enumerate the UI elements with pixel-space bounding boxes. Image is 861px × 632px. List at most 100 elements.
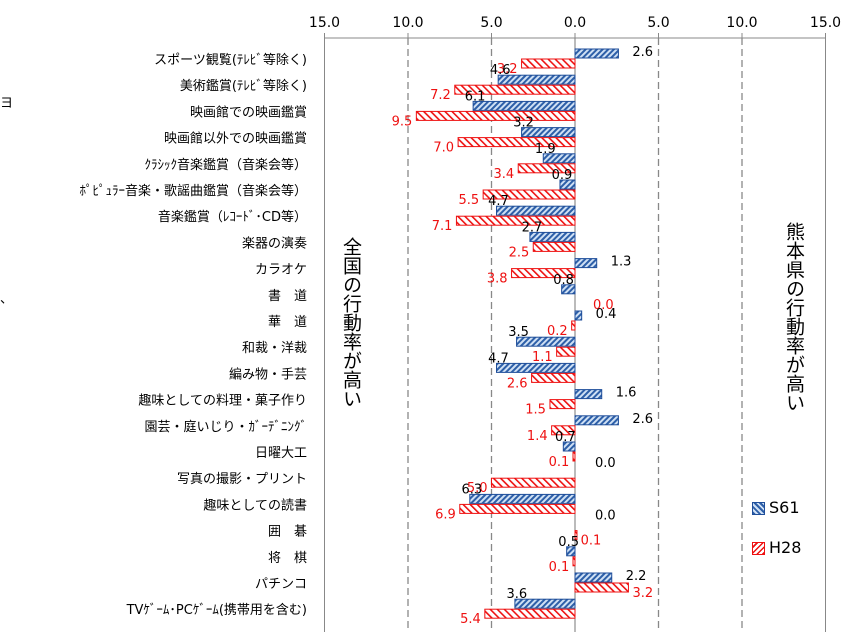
category-label: 美術鑑賞(ﾃﾚﾋﾞ等除く) xyxy=(180,78,307,94)
bar-h28 xyxy=(484,608,576,619)
data-label-s61: 0.0 xyxy=(595,509,616,524)
bar-s61 xyxy=(566,546,576,557)
bar-h28 xyxy=(531,372,576,383)
bar-h28 xyxy=(551,425,576,436)
data-label-s61: 6.1 xyxy=(465,89,486,104)
data-label-h28: 0.2 xyxy=(547,324,568,339)
data-label-s61: 4.6 xyxy=(490,63,511,78)
data-label-h28: 0.1 xyxy=(549,560,570,575)
bar-s61 xyxy=(574,48,619,59)
category-label: 華 道 xyxy=(268,315,307,330)
data-label-s61: 2.6 xyxy=(632,45,653,60)
bar-h28 xyxy=(459,503,576,514)
bar-s61 xyxy=(562,441,576,452)
bar-s61 xyxy=(516,336,576,347)
data-label-s61: 1.9 xyxy=(535,142,556,157)
bar-s61 xyxy=(469,493,576,504)
category-label: 書 道 xyxy=(268,289,307,304)
bar-s61 xyxy=(497,74,576,85)
x-tick-label: 15.0 xyxy=(810,15,841,31)
category-label: 囲 碁 xyxy=(268,525,307,540)
data-label-s61: 3.2 xyxy=(513,116,534,131)
x-tick-label: 15.0 xyxy=(309,15,340,31)
bar-s61 xyxy=(559,179,576,190)
data-label-h28: 5.5 xyxy=(458,193,479,208)
bar-h28 xyxy=(415,110,576,121)
bar-s61 xyxy=(574,258,598,269)
data-label-h28: 1.5 xyxy=(525,403,546,418)
category-label: 映画館での映画鑑賞 xyxy=(190,104,307,120)
data-label-h28: 9.5 xyxy=(392,114,413,129)
bar-h28 xyxy=(517,163,576,174)
edge-mark-top: ヨ xyxy=(0,96,14,111)
data-label-s61: 3.5 xyxy=(508,325,529,340)
data-label-h28: 3.8 xyxy=(487,272,508,287)
data-label-h28: 7.0 xyxy=(433,141,454,156)
legend-s61: S61 xyxy=(752,498,800,517)
x-tick-label: 0.0 xyxy=(564,15,586,31)
category-label: 編み物・手芸 xyxy=(229,366,307,382)
data-label-h28: 1.4 xyxy=(527,429,548,444)
category-label: ﾎﾟﾋﾟｭﾗｰ音楽・歌謡曲鑑賞（音楽会等） xyxy=(79,183,307,199)
category-label: 楽器の演奏 xyxy=(242,235,307,251)
legend-h28-swatch xyxy=(752,542,765,555)
legend-s61-label: S61 xyxy=(769,498,800,517)
bar-h28 xyxy=(572,451,576,462)
x-tick-label: 10.0 xyxy=(392,15,423,31)
category-label: カラオケ xyxy=(255,263,307,278)
bar-h28 xyxy=(521,58,576,69)
category-label: 日曜大工 xyxy=(255,446,307,461)
data-label-h28: 5.0 xyxy=(467,481,488,496)
data-label-s61: 2.7 xyxy=(522,220,543,235)
data-label-s61: 0.9 xyxy=(552,168,573,183)
bar-h28 xyxy=(482,189,576,200)
bar-h28 xyxy=(572,556,576,567)
category-label: スポーツ観覧(ﾃﾚﾋﾞ等除く) xyxy=(154,52,307,68)
x-tick-label: 5.0 xyxy=(647,15,669,31)
data-label-h28: 2.6 xyxy=(507,376,528,391)
data-label-h28: 3.2 xyxy=(632,586,653,601)
category-label: 将 棋 xyxy=(268,551,307,566)
bar-h28 xyxy=(549,399,576,410)
bar-h28 xyxy=(457,137,576,148)
data-label-h28: 7.2 xyxy=(430,88,451,103)
data-label-s61: 0.0 xyxy=(595,456,616,471)
x-tick-label: 10.0 xyxy=(726,15,757,31)
category-label: 園芸・庭いじり・ｶﾞｰﾃﾞﾆﾝｸﾞ xyxy=(144,419,307,435)
data-label-s61: 6.3 xyxy=(461,482,482,497)
data-label-h28: 0.1 xyxy=(549,455,570,470)
bar-s61 xyxy=(574,415,619,426)
category-label: 趣味としての料理・菓子作り xyxy=(138,394,307,409)
data-label-h28: 3.4 xyxy=(494,167,515,182)
data-label-h28: 0.1 xyxy=(581,534,602,549)
bar-s61 xyxy=(542,153,576,164)
bar-s61 xyxy=(514,598,576,609)
bar-h28 xyxy=(491,477,576,488)
data-label-h28: 1.1 xyxy=(532,350,553,365)
bar-s61 xyxy=(496,205,576,216)
data-label-s61: 4.7 xyxy=(488,351,509,366)
bar-s61 xyxy=(529,231,576,242)
category-label: 映画館以外での映画鑑賞 xyxy=(164,131,307,147)
category-label: 音楽鑑賞（ﾚｺｰﾄﾞ･CD等） xyxy=(158,209,307,225)
data-label-s61: 0.8 xyxy=(553,273,574,288)
bar-s61 xyxy=(574,572,613,583)
data-label-s61: 1.3 xyxy=(611,255,632,270)
category-label: パチンコ xyxy=(255,577,307,592)
data-label-s61: 0.7 xyxy=(555,430,576,445)
bar-h28 xyxy=(511,268,576,279)
data-label-s61: 0.5 xyxy=(558,535,579,550)
data-label-s61: 1.6 xyxy=(616,386,637,401)
bar-h28 xyxy=(455,215,576,226)
bar-s61 xyxy=(496,362,576,373)
data-label-h28: 6.9 xyxy=(435,507,456,522)
bar-s61 xyxy=(574,389,603,400)
right-annotation: 熊本県の行動率が高い xyxy=(783,222,805,412)
edge-mark-mid: 、 xyxy=(0,292,14,307)
x-tick-label: 5.0 xyxy=(480,15,502,31)
bar-h28 xyxy=(532,241,576,252)
bar-s61 xyxy=(521,127,576,138)
category-label: TVｹﾞｰﾑ･PCｹﾞｰﾑ(携帯用を含む) xyxy=(126,602,307,618)
data-label-s61: 0.4 xyxy=(596,307,617,322)
